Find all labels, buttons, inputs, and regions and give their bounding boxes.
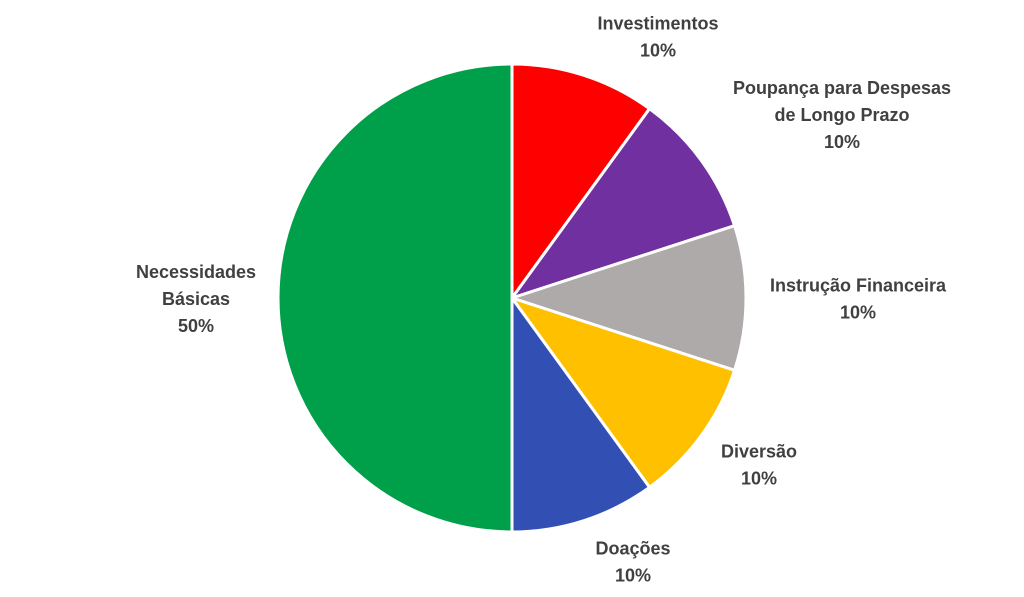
slice-label: Instrução Financeira: [770, 276, 947, 296]
slice-label-group-2: Poupança para Despesas de Longo Prazo 10%: [733, 78, 951, 152]
slice-label: Poupança para Despesas: [733, 78, 951, 98]
pie-slice-2: [510, 107, 737, 300]
pie-slice-1: [510, 62, 652, 300]
pie-slice-3: [510, 224, 748, 372]
slice-label-group-5: Doações 10%: [595, 539, 670, 586]
slice-label: de Longo Prazo: [775, 105, 910, 125]
slice-label: Doações: [595, 539, 670, 559]
pie-slice-5: [510, 296, 652, 534]
slice-label-group-4: Diversão 10%: [721, 442, 797, 489]
slice-label: Investimentos: [597, 14, 718, 34]
slice-value-label: 10%: [824, 132, 860, 152]
slice-value-label: 10%: [741, 469, 777, 489]
slice-label-group-6: Necessidades Básicas 50%: [136, 262, 256, 336]
slice-value-label: 10%: [840, 303, 876, 323]
slice-label: Necessidades: [136, 262, 256, 282]
slice-label-group-3: Instrução Financeira 10%: [770, 276, 947, 323]
slice-label-group-1: Investimentos 10%: [597, 14, 718, 61]
slices-layer: [276, 62, 748, 534]
labels-layer: Investimentos 10% Poupança para Despesas de…: [136, 14, 951, 586]
slice-value-label: 50%: [178, 316, 214, 336]
slice-value-label: 10%: [615, 566, 651, 586]
slice-label: Básicas: [162, 289, 230, 309]
pie-slice-6: [276, 62, 514, 534]
slice-label: Diversão: [721, 442, 797, 462]
pie-slice-4: [510, 296, 737, 489]
slice-value-label: 10%: [640, 41, 676, 61]
